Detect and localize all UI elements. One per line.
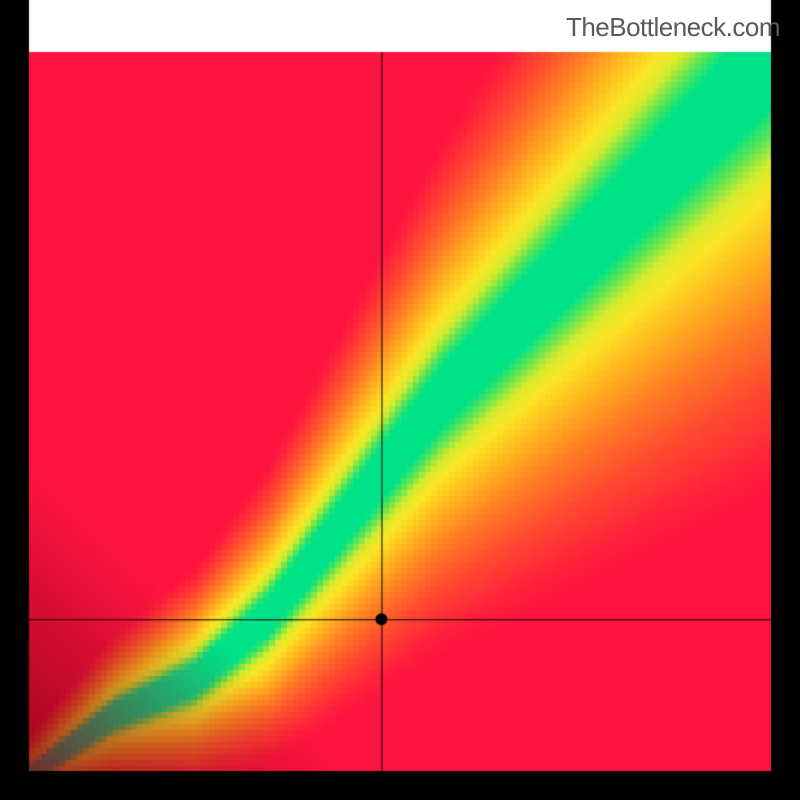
bottleneck-heatmap — [0, 0, 800, 800]
watermark-text: TheBottleneck.com — [566, 12, 780, 43]
